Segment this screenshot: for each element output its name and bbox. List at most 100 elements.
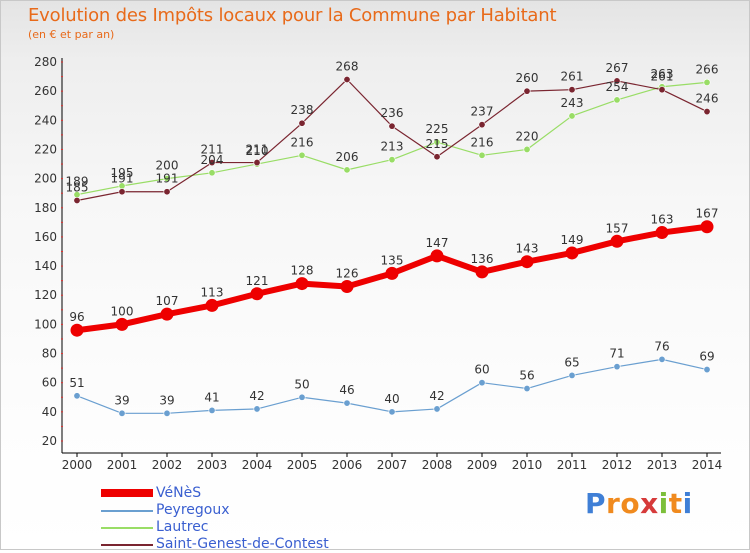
logo-letter: i bbox=[658, 487, 669, 520]
data-label-saint-genest-de-contest: 261 bbox=[651, 70, 674, 84]
point-v-n-s bbox=[610, 234, 624, 248]
data-label-saint-genest-de-contest: 238 bbox=[291, 103, 314, 117]
chart-subtitle: (en € et par an) bbox=[28, 28, 115, 41]
data-label-saint-genest-de-contest: 185 bbox=[66, 180, 89, 194]
data-label-v-n-s: 128 bbox=[291, 264, 314, 278]
point-lautrec bbox=[208, 169, 216, 177]
data-label-v-n-s: 135 bbox=[381, 253, 404, 267]
point-saint-genest-de-contest bbox=[703, 108, 711, 116]
data-label-lautrec: 213 bbox=[381, 140, 404, 154]
point-v-n-s bbox=[655, 226, 669, 240]
y-tick-label: 20 bbox=[42, 434, 57, 448]
data-label-v-n-s: 96 bbox=[69, 310, 84, 324]
data-label-lautrec: 254 bbox=[606, 80, 629, 94]
data-label-v-n-s: 126 bbox=[336, 266, 359, 280]
data-label-v-n-s: 149 bbox=[561, 233, 584, 247]
point-v-n-s bbox=[385, 266, 399, 280]
data-label-saint-genest-de-contest: 211 bbox=[201, 143, 224, 157]
logo-letter: r bbox=[606, 487, 621, 520]
data-label-peyregoux: 76 bbox=[654, 339, 669, 353]
y-tick-label: 100 bbox=[34, 317, 57, 331]
point-peyregoux bbox=[433, 405, 441, 413]
point-v-n-s bbox=[475, 265, 489, 279]
point-peyregoux bbox=[343, 399, 351, 407]
x-tick-label: 2011 bbox=[557, 458, 588, 472]
point-saint-genest-de-contest bbox=[478, 121, 486, 129]
logo-letter: i bbox=[682, 487, 693, 520]
point-v-n-s bbox=[340, 279, 354, 293]
data-label-lautrec: 189 bbox=[66, 175, 89, 189]
point-lautrec bbox=[568, 112, 576, 120]
point-peyregoux bbox=[703, 366, 711, 374]
data-label-v-n-s: 167 bbox=[696, 207, 719, 221]
data-label-lautrec: 243 bbox=[561, 96, 584, 110]
data-label-lautrec: 225 bbox=[426, 122, 449, 136]
point-peyregoux bbox=[73, 392, 81, 400]
x-tick-label: 2014 bbox=[692, 458, 723, 472]
point-saint-genest-de-contest bbox=[208, 159, 216, 167]
y-tick-label: 80 bbox=[42, 347, 57, 361]
data-label-saint-genest-de-contest: 215 bbox=[426, 137, 449, 151]
data-label-peyregoux: 65 bbox=[564, 355, 579, 369]
proxiti-logo: Proxiti bbox=[585, 487, 693, 520]
data-label-lautrec: 216 bbox=[291, 135, 314, 149]
data-label-lautrec: 263 bbox=[651, 67, 674, 81]
point-saint-genest-de-contest bbox=[658, 86, 666, 94]
x-tick-label: 2000 bbox=[62, 458, 93, 472]
point-v-n-s bbox=[295, 277, 309, 291]
data-label-peyregoux: 40 bbox=[384, 392, 399, 406]
data-label-v-n-s: 107 bbox=[156, 294, 179, 308]
data-label-v-n-s: 143 bbox=[516, 242, 539, 256]
data-label-saint-genest-de-contest: 268 bbox=[336, 59, 359, 73]
point-saint-genest-de-contest bbox=[568, 86, 576, 94]
data-label-v-n-s: 147 bbox=[426, 236, 449, 250]
y-tick-label: 280 bbox=[34, 55, 57, 69]
data-label-saint-genest-de-contest: 191 bbox=[156, 172, 179, 186]
data-label-peyregoux: 60 bbox=[474, 363, 489, 377]
point-saint-genest-de-contest bbox=[343, 75, 351, 83]
chart-title: Evolution des Impôts locaux pour la Comm… bbox=[28, 5, 557, 26]
point-v-n-s bbox=[565, 246, 579, 260]
point-peyregoux bbox=[163, 409, 171, 417]
point-saint-genest-de-contest bbox=[433, 153, 441, 161]
legend-swatch-venes bbox=[101, 489, 153, 497]
y-tick-label: 60 bbox=[42, 376, 57, 390]
y-tick-label: 200 bbox=[34, 172, 57, 186]
point-peyregoux bbox=[388, 408, 396, 416]
data-label-peyregoux: 51 bbox=[69, 376, 84, 390]
y-tick-label: 120 bbox=[34, 288, 57, 302]
data-label-peyregoux: 71 bbox=[609, 347, 624, 361]
data-label-v-n-s: 100 bbox=[111, 304, 134, 318]
point-saint-genest-de-contest bbox=[523, 87, 531, 95]
point-lautrec bbox=[703, 78, 711, 86]
x-tick-label: 2006 bbox=[332, 458, 363, 472]
data-label-peyregoux: 46 bbox=[339, 383, 354, 397]
y-tick-label: 180 bbox=[34, 201, 57, 215]
x-tick-label: 2007 bbox=[377, 458, 408, 472]
legend-label-saint-genest: Saint-Genest-de-Contest bbox=[156, 536, 329, 552]
point-lautrec bbox=[163, 175, 171, 183]
data-label-lautrec: 266 bbox=[696, 62, 719, 76]
logo-letter: P bbox=[585, 487, 607, 520]
point-lautrec bbox=[343, 166, 351, 174]
point-saint-genest-de-contest bbox=[163, 188, 171, 196]
data-label-saint-genest-de-contest: 211 bbox=[246, 143, 269, 157]
data-label-peyregoux: 41 bbox=[204, 390, 219, 404]
data-label-v-n-s: 157 bbox=[606, 221, 629, 235]
data-label-peyregoux: 42 bbox=[249, 389, 264, 403]
data-label-peyregoux: 69 bbox=[699, 350, 714, 364]
point-peyregoux bbox=[613, 363, 621, 371]
point-peyregoux bbox=[523, 385, 531, 393]
data-label-saint-genest-de-contest: 246 bbox=[696, 92, 719, 106]
point-lautrec bbox=[613, 96, 621, 104]
data-label-peyregoux: 56 bbox=[519, 369, 534, 383]
point-saint-genest-de-contest bbox=[73, 196, 81, 204]
data-label-saint-genest-de-contest: 260 bbox=[516, 71, 539, 85]
data-label-v-n-s: 121 bbox=[246, 274, 269, 288]
data-label-lautrec: 200 bbox=[156, 159, 179, 173]
data-label-v-n-s: 163 bbox=[651, 213, 674, 227]
point-lautrec bbox=[523, 145, 531, 153]
point-lautrec bbox=[298, 151, 306, 159]
data-label-v-n-s: 136 bbox=[471, 252, 494, 266]
